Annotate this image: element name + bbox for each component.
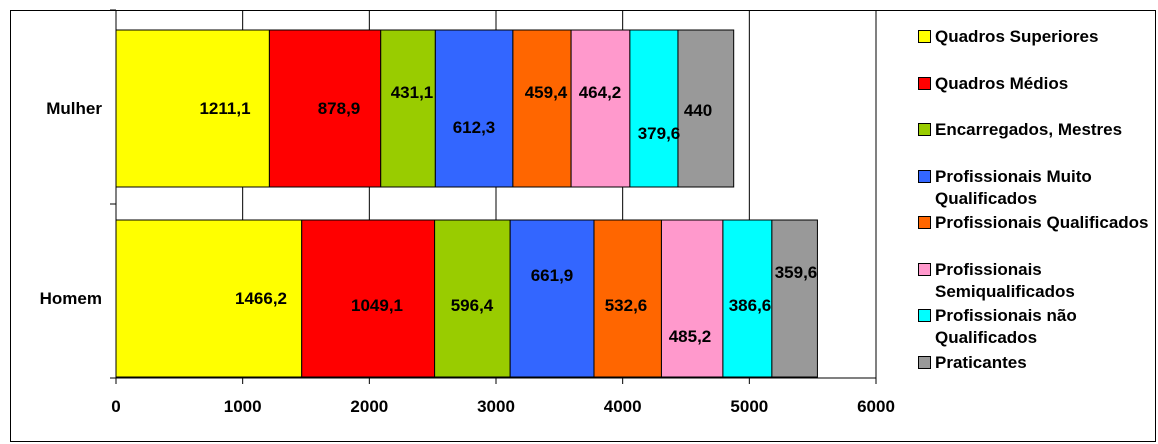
legend-swatch-1 — [918, 30, 931, 43]
legend-item-4: Profissionais Muito Qualificados — [918, 166, 1153, 213]
bar-mulher-3 — [380, 29, 436, 188]
bar-homem-3 — [434, 219, 511, 378]
data-label-mulher-4: 612,3 — [453, 118, 496, 137]
bar-homem-1 — [115, 219, 303, 378]
legend-swatch-4 — [918, 169, 931, 183]
x-tick-label-4000: 4000 — [604, 397, 642, 416]
x-tick-label-1000: 1000 — [224, 397, 262, 416]
bar-mulher-7 — [629, 29, 679, 188]
legend-label-1: Quadros Superiores — [935, 27, 1099, 46]
bar-homem-5 — [593, 219, 662, 378]
category-label-homem: Homem — [40, 289, 102, 308]
legend-item-5: Profissionais Qualificados — [918, 212, 1153, 259]
bar-mulher-4 — [434, 29, 514, 188]
legend-label-4: Profissionais Muito Qualificados — [935, 166, 1092, 208]
legend-item-7: Profissionais não Qualificados — [918, 305, 1153, 352]
legend-label-2: Quadros Médios — [935, 73, 1069, 93]
data-label-mulher-1: 1211,1 — [199, 99, 250, 118]
chart-frame — [10, 10, 1156, 442]
legend-label-5: Profissionais Qualificados — [935, 213, 1149, 232]
data-label-homem-1: 1466,2 — [235, 289, 287, 308]
legend-swatch-8 — [918, 355, 931, 369]
data-label-homem-4: 661,9 — [531, 266, 574, 285]
x-tick-label-0: 0 — [111, 397, 120, 416]
data-label-homem-6: 485,2 — [669, 327, 712, 346]
category-label-mulher: Mulher — [46, 99, 102, 118]
legend-label-8: Praticantes — [935, 352, 1027, 372]
legend-item-2: Quadros Médios — [918, 73, 1153, 120]
data-label-mulher-3: 431,1 — [391, 83, 434, 102]
x-tick-label-2000: 2000 — [350, 397, 388, 416]
legend: Quadros Superiores Quadros Médios Encarreg… — [918, 26, 1153, 398]
data-label-homem-3: 596,4 — [451, 296, 494, 315]
legend-item-3: Encarregados, Mestres — [918, 119, 1153, 166]
data-label-mulher-2: 878,9 — [318, 99, 361, 118]
data-label-homem-2: 1049,1 — [351, 296, 403, 315]
data-label-homem-8: 359,6 — [775, 263, 818, 282]
legend-swatch-3 — [918, 123, 931, 136]
x-tick-label-5000: 5000 — [730, 397, 768, 416]
x-tick-label-6000: 6000 — [857, 397, 895, 416]
bar-mulher-8 — [677, 29, 735, 188]
legend-swatch-7 — [918, 309, 931, 322]
legend-item-8: Praticantes — [918, 352, 1153, 399]
legend-swatch-2 — [918, 76, 931, 90]
bar-mulher-5 — [512, 29, 572, 188]
bar-homem-7 — [722, 219, 773, 378]
data-label-homem-5: 532,6 — [605, 296, 648, 315]
legend-swatch-6 — [918, 262, 931, 276]
legend-label-7: Profissionais não Qualificados — [935, 306, 1077, 347]
bar-homem-8 — [771, 219, 818, 378]
legend-label-6: Profissionais Semiqualificados — [935, 259, 1075, 301]
legend-item-1: Quadros Superiores — [918, 26, 1153, 73]
x-tick-label-3000: 3000 — [477, 397, 515, 416]
legend-label-3: Encarregados, Mestres — [935, 120, 1123, 139]
bar-mulher-6 — [570, 29, 631, 188]
bar-homem-6 — [660, 219, 724, 378]
bar-mulher-2 — [268, 29, 382, 188]
data-label-mulher-6: 464,2 — [579, 83, 622, 102]
legend-swatch-5 — [918, 216, 931, 229]
bar-homem-4 — [509, 219, 595, 378]
data-label-mulher-5: 459,4 — [525, 83, 568, 102]
data-label-homem-7: 386,6 — [729, 296, 772, 315]
data-label-mulher-8: 440 — [684, 101, 712, 120]
bar-homem-2 — [301, 219, 436, 378]
bar-mulher-1 — [115, 29, 270, 188]
data-label-mulher-7: 379,6 — [638, 124, 681, 143]
legend-item-6: Profissionais Semiqualificados — [918, 259, 1153, 306]
